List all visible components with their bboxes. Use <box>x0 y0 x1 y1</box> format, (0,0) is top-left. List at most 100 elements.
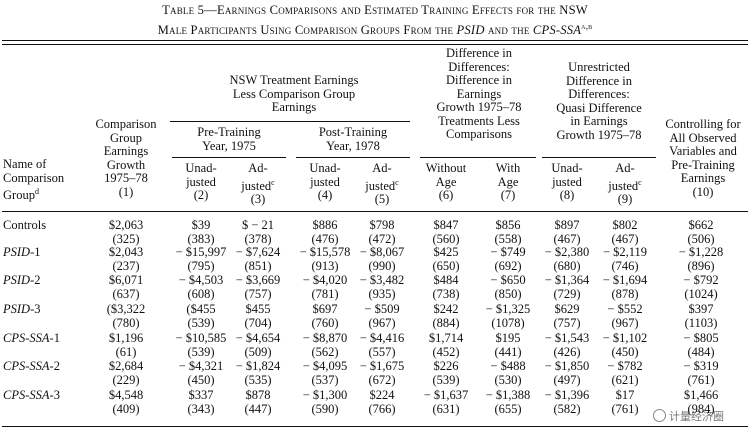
header-line: Quasi Difference <box>556 100 642 115</box>
table-cell-value: − $4,503 <box>178 273 224 287</box>
header-rule-pre <box>172 157 286 158</box>
header-comparison-growth: Comparison Group Earnings Growth 1975–78 (1) <box>86 117 166 199</box>
row-label: PSID-1 <box>3 245 41 259</box>
header-rule-unrestricted <box>542 157 656 158</box>
table-cell-value: $2,063 <box>108 218 144 232</box>
header-line: Variables and <box>669 144 737 158</box>
table-cell-se: (378) <box>244 232 272 246</box>
sub-header-col-4: Unad-justed (4) <box>309 161 341 202</box>
caption-line-2: Male Participants Using Comparison Group… <box>157 21 593 38</box>
table-cell-se: (61) <box>115 345 137 359</box>
table-cell-se: (539) <box>432 373 460 387</box>
table-cell-se: (655) <box>494 402 522 416</box>
table-cell-se: (557) <box>368 345 396 359</box>
table-cell-se: (343) <box>187 402 215 416</box>
table-cell-se: (761) <box>687 373 715 387</box>
table-cell-value: ($3,322 <box>106 302 146 316</box>
row-label: CPS-SSA-2 <box>3 359 60 373</box>
table-cell-value: $484 <box>433 273 459 287</box>
header-line: NSW Treatment Earnings <box>229 73 359 87</box>
table-cell-value: $697 <box>312 302 338 316</box>
table-cell-value: − $1,102 <box>602 331 648 345</box>
table-cell-se: (539) <box>187 345 215 359</box>
table-cell-se: (1024) <box>684 287 718 301</box>
table-cell-value: − $488 <box>490 359 526 373</box>
table-cell-value: − $749 <box>490 245 526 259</box>
table-cell-se: (757) <box>553 316 581 330</box>
header-line: Difference in <box>565 73 633 88</box>
table-cell-se: (851) <box>244 259 272 273</box>
table-cell-se: (506) <box>687 232 715 246</box>
header-line: Difference in <box>445 46 513 60</box>
table-cell-value: $878 <box>245 388 271 402</box>
header-line: Differences: <box>448 59 510 74</box>
table-cell-se: (537) <box>311 373 339 387</box>
header-line: (10) <box>692 184 714 199</box>
table-cell-value: − $792 <box>683 273 719 287</box>
header-line: in Earnings <box>570 114 628 128</box>
table-cell-se: (472) <box>368 232 396 246</box>
table-cell-se: (497) <box>553 373 581 387</box>
header-line: Difference in <box>445 73 513 87</box>
table-cell-value: − $1,824 <box>235 359 281 373</box>
table-bottom-rule <box>2 426 748 427</box>
table-cell-value: − $10,585 <box>175 331 227 345</box>
table-cell-value: $17 <box>615 388 635 402</box>
table-cell-se: (631) <box>432 402 460 416</box>
caption-line-1: Table 5—Earnings Comparisons and Estimat… <box>162 3 588 17</box>
table-cell-value: − $8,067 <box>359 245 405 259</box>
top-rule <box>2 40 748 42</box>
table-cell-se: (530) <box>494 373 522 387</box>
table-cell-value: $629 <box>554 302 580 316</box>
table-cell-se: (484) <box>687 345 715 359</box>
table-cell-value: − $8,870 <box>302 331 348 345</box>
table-cell-se: (704) <box>244 316 272 330</box>
table-cell-se: (637) <box>112 287 140 301</box>
header-line: Differences: <box>568 87 630 101</box>
table-cell-value: $886 <box>312 218 338 232</box>
header-line: Growth 1975–78 <box>436 100 522 114</box>
header-nsw-treatment: NSW Treatment Earnings Less Comparison Gr… <box>170 73 418 115</box>
table-cell-value: $397 <box>688 302 714 316</box>
header-rule-nsw <box>170 121 410 122</box>
table-cell-value: − $552 <box>607 302 643 316</box>
table-cell-value: − $1,364 <box>544 273 590 287</box>
table-cell-value: $337 <box>188 388 214 402</box>
header-line: Earnings <box>103 144 149 158</box>
header-post-training: Post-Training Year, 1978 <box>294 125 412 153</box>
header-line: Earnings <box>456 86 502 101</box>
table-cell-value: $224 <box>369 388 395 402</box>
table-cell-se: (780) <box>112 316 140 330</box>
table-cell-value: − $1,637 <box>423 388 469 402</box>
header-line: Comparison <box>95 117 157 131</box>
header-diff-in-diff: Difference in Differences: Difference in Ea… <box>420 46 538 142</box>
table-cell-value: − $4,321 <box>178 359 224 373</box>
table-cell-value: − $15,578 <box>299 245 351 259</box>
header-rule-post <box>296 157 410 158</box>
table-cell-value: − $4,416 <box>359 331 405 345</box>
table-cell-se: (650) <box>432 259 460 273</box>
table-cell-value: $39 <box>191 218 211 232</box>
header-rule-did <box>420 157 536 158</box>
table-cell-se: (766) <box>368 402 396 416</box>
header-line: Growth <box>106 157 146 172</box>
table-cell-se: (757) <box>244 287 272 301</box>
table-cell-se: (795) <box>187 259 215 273</box>
table-cell-se: (760) <box>311 316 339 330</box>
table-cell-value: − $1,388 <box>485 388 531 402</box>
table-cell-value: ($455 <box>186 302 216 316</box>
table-cell-se: (237) <box>112 259 140 273</box>
table-cell-value: − $1,694 <box>602 273 648 287</box>
sub-header-col-8: Unad-justed (8) <box>551 161 583 202</box>
table-cell-se: (509) <box>244 345 272 359</box>
table-cell-value: − $1,675 <box>359 359 405 373</box>
table-cell-value: $ − 21 <box>241 218 275 232</box>
table-caption: Table 5—Earnings Comparisons and Estimat… <box>0 2 750 38</box>
table-cell-se: (746) <box>611 259 639 273</box>
table-cell-value: − $3,482 <box>359 273 405 287</box>
header-line: Earnings <box>680 171 726 185</box>
header-line: All Observed <box>669 130 737 145</box>
row-label: PSID-3 <box>3 302 41 316</box>
table-cell-se: (608) <box>187 287 215 301</box>
header-line: Unrestricted <box>568 60 630 74</box>
